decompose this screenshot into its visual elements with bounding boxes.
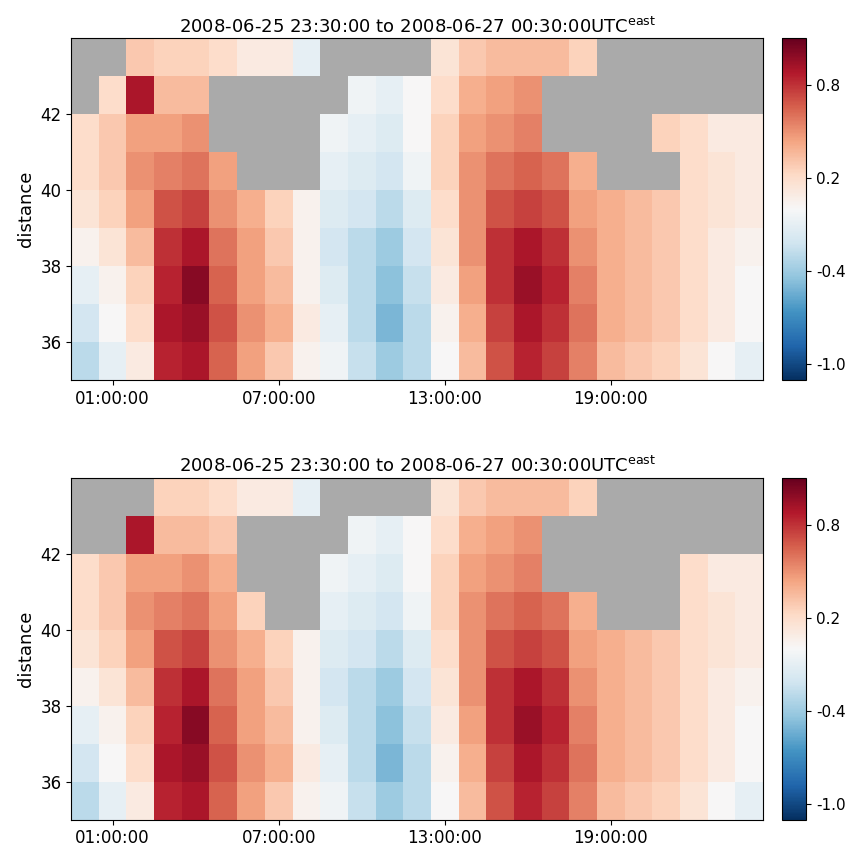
Y-axis label: distance: distance (16, 171, 35, 247)
Title: 2008-06-25 23:30:00 to 2008-06-27 00:30:00UTC$^{\mathregular{east}}$: 2008-06-25 23:30:00 to 2008-06-27 00:30:… (179, 456, 656, 476)
Title: 2008-06-25 23:30:00 to 2008-06-27 00:30:00UTC$^{\mathregular{east}}$: 2008-06-25 23:30:00 to 2008-06-27 00:30:… (179, 16, 656, 37)
Y-axis label: distance: distance (16, 611, 35, 687)
